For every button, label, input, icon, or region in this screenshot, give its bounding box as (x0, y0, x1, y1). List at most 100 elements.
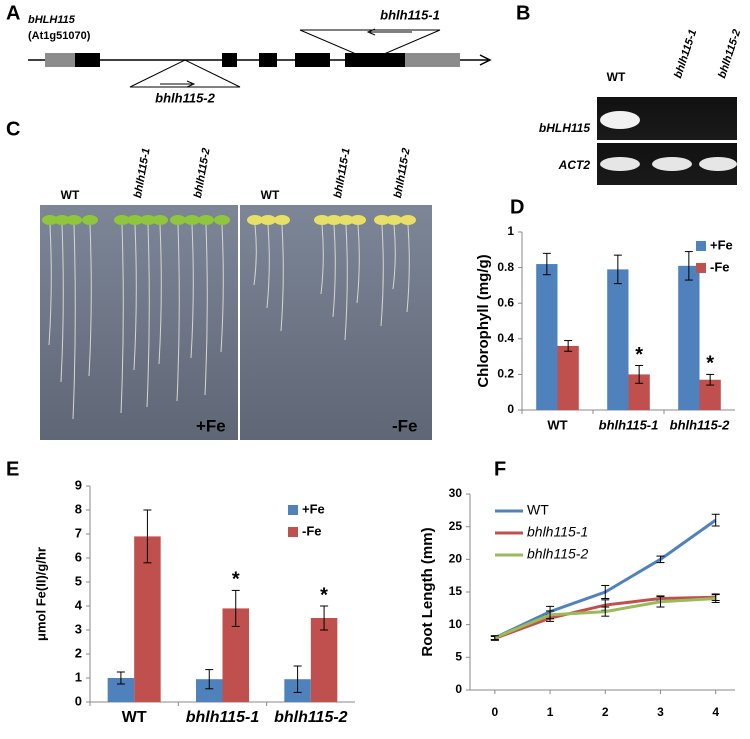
seedling-photo: WT bhlh115-1 bhlh115-2 WT bhlh115-1 bhlh… (40, 147, 432, 440)
error-bar (320, 605, 329, 631)
gel-row-label: ACT2 (558, 158, 591, 172)
lane-label: bhlh115-1 (132, 147, 153, 199)
y-tick-label: 1 (75, 669, 82, 684)
x-tick-label: WT (547, 417, 567, 432)
error-bar (231, 589, 240, 627)
gene-diagram: bHLH115 (At1g51070) bhlh115-1 bhlh115-2 (28, 7, 492, 105)
y-tick-label: 0 (75, 693, 82, 708)
lane-label: bhlh115-2 (392, 147, 413, 199)
y-tick-label: 25 (449, 519, 463, 533)
legend-swatch (288, 527, 298, 537)
error-bar (656, 555, 665, 564)
gel: WT bhlh115-1 bhlh115-2 bHLH115 ACT2 (539, 28, 743, 185)
x-tick-label: WT (122, 709, 147, 726)
error-bar (293, 665, 302, 693)
panel-label: C (6, 118, 20, 140)
x-tick-label: bhlh115-1 (186, 709, 260, 726)
x-tick-label: 2 (602, 705, 609, 719)
x-tick-label: bhlh115-1 (599, 417, 659, 432)
error-bar (711, 513, 720, 527)
error-bar (490, 635, 499, 641)
gene-name: bHLH115 (28, 14, 76, 26)
bar (536, 264, 558, 410)
lane-label: bhlh115-1 (332, 147, 353, 199)
legend-label: bhlh115-1 (527, 524, 588, 540)
y-axis-label: Chlorophyll (mg/g) (475, 254, 492, 387)
bar (310, 618, 338, 702)
error-bar (706, 373, 715, 386)
y-tick-label: 30 (449, 486, 463, 500)
error-bar (116, 671, 125, 685)
error-bar (601, 584, 610, 600)
error-bar (205, 669, 214, 690)
lane-label: bhlh115-1 (672, 28, 699, 80)
legend-label: WT (527, 502, 549, 518)
bar (607, 269, 629, 410)
y-tick-label: 6 (75, 549, 82, 564)
y-axis-label: Root Length (mm) (419, 527, 436, 656)
y-axis-label: μmol Fe(II)/g/hr (33, 547, 48, 641)
error-bar (542, 252, 551, 276)
significance-mark: * (706, 353, 714, 375)
y-tick-label: 2 (75, 645, 82, 660)
panel-label: F (494, 458, 506, 480)
panel-label: E (6, 458, 19, 480)
lane-label: WT (61, 188, 80, 202)
significance-mark: * (232, 569, 240, 591)
bar (196, 679, 223, 702)
bar (134, 536, 161, 702)
legend-label: -Fe (302, 523, 322, 538)
y-tick-label: 5 (455, 650, 462, 664)
panel-label: B (516, 2, 530, 24)
error-bar (613, 254, 622, 285)
error-bar (546, 610, 555, 620)
legend-label: bhlh115-2 (527, 546, 588, 562)
x-tick-label: bhlh115-2 (274, 709, 348, 726)
significance-mark: * (320, 584, 328, 606)
y-tick-label: 1 (507, 224, 514, 238)
x-tick-label: 3 (657, 705, 664, 719)
y-tick-label: 8 (75, 501, 82, 516)
condition-label: -Fe (392, 416, 418, 435)
y-tick-label: 5 (75, 573, 82, 588)
y-tick-label: 10 (449, 617, 463, 631)
x-tick-label: bhlh115-2 (670, 417, 730, 432)
bar (678, 265, 700, 410)
error-bar (711, 594, 720, 603)
x-tick-label: 1 (547, 705, 554, 719)
gel-row-label: bHLH115 (539, 121, 590, 135)
y-tick-label: 0.8 (497, 260, 514, 274)
bar (628, 374, 650, 410)
y-tick-label: 3 (75, 621, 82, 636)
gene-locus: (At1g51070) (28, 30, 91, 42)
y-tick-label: 0 (507, 402, 514, 416)
error-bar (601, 606, 610, 617)
legend-swatch (696, 263, 706, 273)
bar (699, 379, 721, 410)
y-tick-label: 20 (449, 552, 463, 566)
y-tick-label: 0.2 (497, 367, 514, 381)
error-bar (684, 251, 693, 281)
error-bar (635, 365, 644, 384)
lane-label: bhlh115-2 (716, 28, 743, 80)
lane-label: bhlh115-2 (192, 147, 213, 199)
panel-label: D (510, 196, 524, 218)
legend-label: +Fe (302, 501, 325, 516)
x-tick-label: 4 (712, 705, 719, 719)
y-tick-label: 7 (75, 525, 82, 540)
insertion-label: bhlh115-2 (155, 90, 215, 105)
condition-label: +Fe (196, 416, 226, 435)
y-tick-label: 0 (455, 682, 462, 696)
x-tick-label: 0 (492, 705, 499, 719)
error-bar (143, 509, 152, 564)
legend-label: -Fe (710, 259, 730, 274)
y-tick-label: 9 (75, 477, 82, 492)
panel-label: A (6, 2, 20, 24)
bar (557, 345, 579, 410)
lane-label: WT (607, 70, 626, 84)
error-bar (656, 596, 665, 608)
legend-swatch (288, 505, 298, 515)
y-tick-label: 0.6 (497, 295, 514, 309)
y-tick-label: 4 (75, 597, 83, 612)
